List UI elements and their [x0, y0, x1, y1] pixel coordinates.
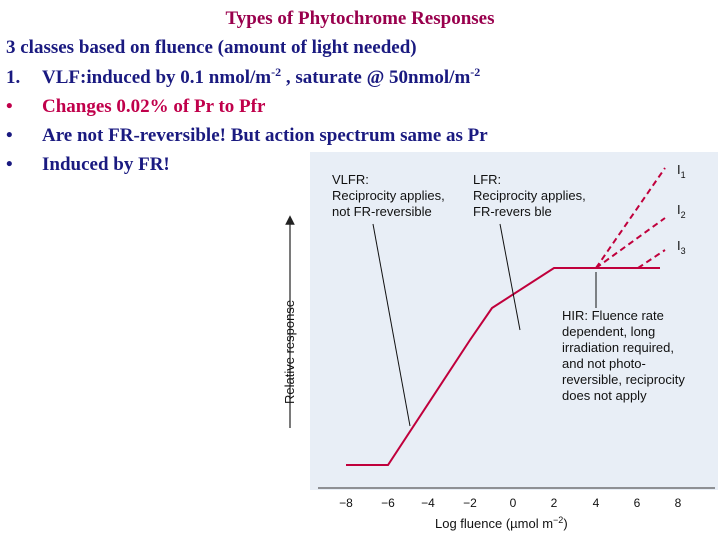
lfr-label-line: FR-revers ble — [473, 204, 552, 219]
x-tick-label: 4 — [593, 496, 600, 510]
hir-label-line: does not apply — [562, 388, 647, 403]
curve-label-i2-sub: 2 — [681, 210, 686, 220]
bullet-line-2: • Are not FR-reversible! But action spec… — [0, 125, 720, 149]
curve-label-i1-sub: 1 — [681, 170, 686, 180]
bullet-1-text: Changes 0.02% of Pr to Pfr — [42, 96, 266, 117]
bullet-2: • — [6, 125, 13, 146]
curve-label-i1-main: I — [677, 162, 681, 177]
x-tick-label: −4 — [421, 496, 435, 510]
curve-label-i1: I1 — [677, 162, 686, 180]
x-tick-label: −8 — [339, 496, 353, 510]
intro-text: 3 classes based on fluence (amount of li… — [6, 37, 417, 58]
lfr-label-line: Reciprocity applies, — [473, 188, 586, 203]
vlfr-label-line: Reciprocity applies, — [332, 188, 445, 203]
fluence-response-diagram: Relative response −8 −6 −4 −2 0 2 4 6 8 … — [282, 152, 718, 531]
bullet-3: • — [6, 154, 13, 175]
hir-label-line: reversible, reciprocity — [562, 372, 685, 387]
x-axis-label-text: Log fluence (µmol m — [435, 516, 553, 531]
curve-label-i2-main: I — [677, 202, 681, 217]
curve-i3-dashed — [637, 249, 666, 269]
vlfr-label-line: VLFR: — [332, 172, 369, 187]
x-tick-label: −6 — [381, 496, 395, 510]
bullet-3-text: Induced by FR! — [42, 154, 170, 175]
curve-label-i3-main: I — [677, 238, 681, 253]
intro-line: 3 classes based on fluence (amount of li… — [6, 37, 417, 59]
x-axis-label-sup: −2 — [553, 515, 563, 525]
vlf-line: 1. VLF:induced by 0.1 nmol/m-2 , saturat… — [0, 65, 720, 91]
vlfr-annotation: VLFR: Reciprocity applies, not FR-revers… — [332, 172, 445, 427]
x-axis-label: Log fluence (µmol m−2) — [435, 515, 568, 531]
bullet-2-text: Are not FR-reversible! But action spectr… — [42, 125, 488, 146]
vlf-number: 1. — [6, 67, 21, 88]
y-axis-label: Relative response — [282, 300, 297, 404]
x-tick-label: 0 — [510, 496, 517, 510]
vlfr-label-line: not FR-reversible — [332, 204, 432, 219]
x-axis-ticks: −8 −6 −4 −2 0 2 4 6 8 — [339, 496, 682, 510]
x-axis-label-close: ) — [563, 516, 567, 531]
plot-panel — [310, 152, 718, 490]
x-tick-label: 6 — [634, 496, 641, 510]
response-curve — [346, 267, 660, 466]
hir-label-line: dependent, long — [562, 324, 655, 339]
hir-label-line: and not photo- — [562, 356, 646, 371]
bullet-line-3: • Induced by FR! — [0, 154, 720, 178]
x-tick-label: 8 — [675, 496, 682, 510]
bullet-1: • — [6, 96, 13, 117]
fluence-response-figure: Relative response −8 −6 −4 −2 0 2 4 6 8 … — [270, 150, 720, 540]
hir-annotation: HIR: Fluence rate dependent, long irradi… — [562, 272, 685, 403]
slide-title: Types of Phytochrome Responses — [225, 8, 495, 29]
vlfr-pointer — [372, 223, 411, 427]
curve-i2-dashed — [595, 217, 666, 269]
x-tick-label: −2 — [463, 496, 477, 510]
bullet-line-1: • Changes 0.02% of Pr to Pfr — [0, 96, 720, 120]
curve-label-i3: I3 — [677, 238, 686, 256]
lfr-pointer — [499, 223, 521, 331]
hir-label-line: HIR: Fluence rate — [562, 308, 664, 323]
vlf-text-b: , saturate @ 50nmol/m — [281, 67, 471, 88]
hir-label-line: irradiation required, — [562, 340, 674, 355]
curve-i1-dashed — [595, 167, 666, 269]
lfr-annotation: LFR: Reciprocity applies, FR-revers ble — [473, 172, 586, 331]
curve-label-i3-sub: 3 — [681, 246, 686, 256]
curve-label-i2: I2 — [677, 202, 686, 220]
x-tick-label: 2 — [551, 496, 558, 510]
vlf-sup-1: -2 — [271, 65, 282, 79]
vlf-sup-2: -2 — [470, 65, 481, 79]
lfr-label-line: LFR: — [473, 172, 501, 187]
vlf-text-a: VLF:induced by 0.1 nmol/m — [42, 67, 272, 88]
vlf-text: VLF:induced by 0.1 nmol/m-2 , saturate @… — [42, 65, 481, 89]
